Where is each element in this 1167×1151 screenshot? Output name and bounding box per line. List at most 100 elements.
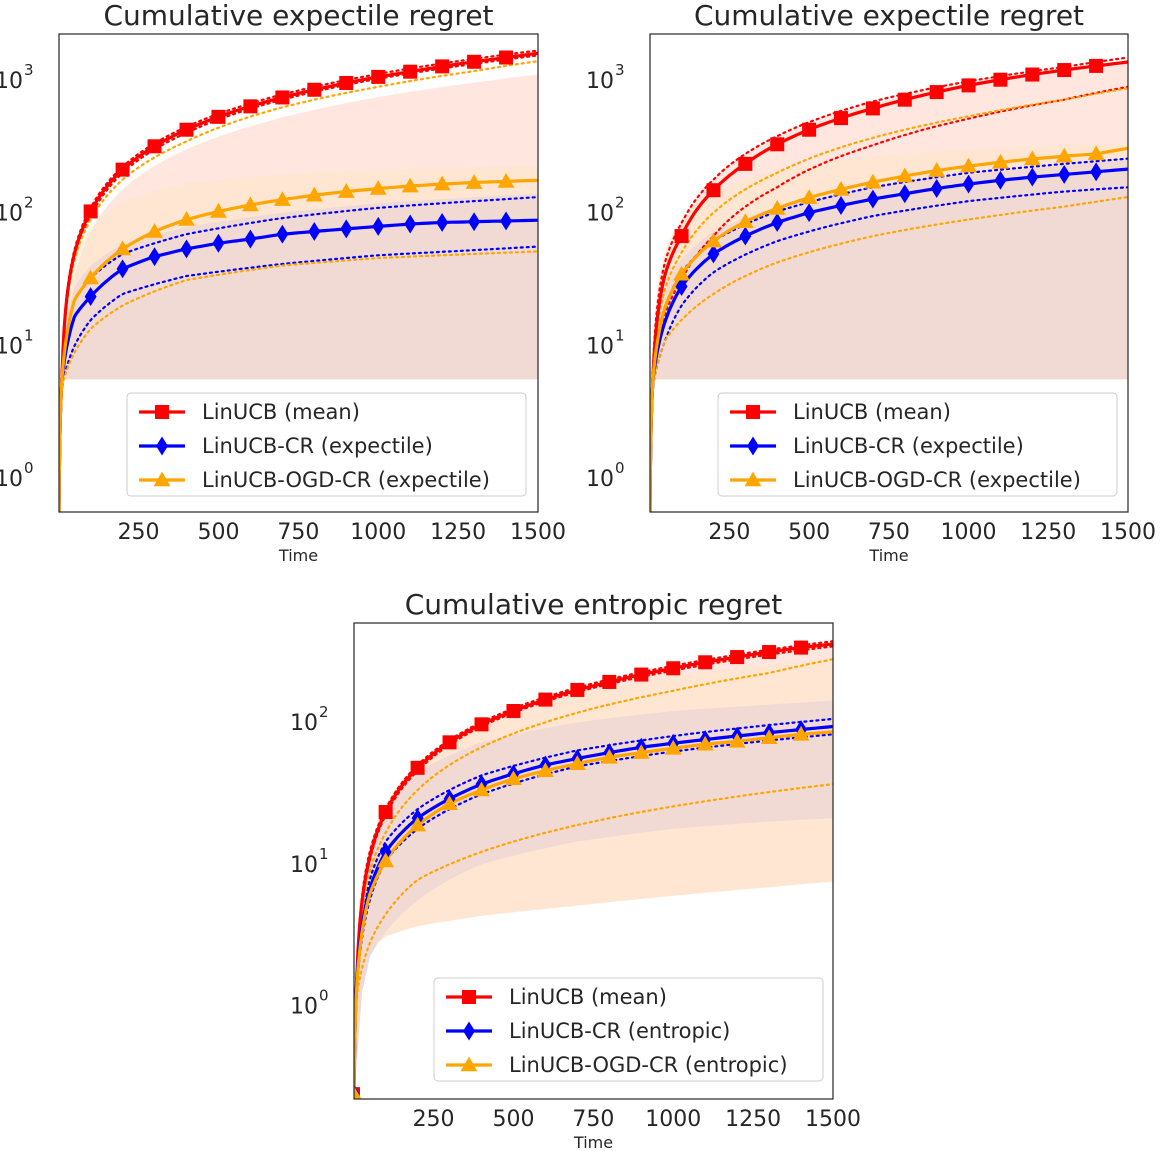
data-point xyxy=(706,183,721,198)
y-tick-exponent: 3 xyxy=(615,61,625,79)
y-tick-exponent: 2 xyxy=(319,703,329,721)
chart-2: Cumulative expectile regret 250 500 750 1000… xyxy=(586,0,1156,565)
data-point xyxy=(896,167,914,183)
y-tick-exponent: 2 xyxy=(24,194,34,212)
data-point xyxy=(929,85,944,100)
y-tick-label: 10 xyxy=(0,467,23,492)
x-tick-label: 1250 xyxy=(430,520,486,545)
bound-upper-3 xyxy=(59,59,538,512)
x-tick-label: 1250 xyxy=(725,1107,781,1132)
data-point xyxy=(770,137,785,152)
data-point xyxy=(307,82,322,97)
band-3 xyxy=(650,143,1128,380)
bound-lower-2 xyxy=(650,186,1128,512)
legend-marker xyxy=(463,1021,475,1041)
data-point xyxy=(499,50,514,65)
data-point xyxy=(730,650,745,665)
data-point xyxy=(500,211,512,231)
band-3 xyxy=(59,166,538,380)
legend-marker xyxy=(746,405,760,419)
x-tick-label: 250 xyxy=(118,520,160,545)
data-point xyxy=(148,247,161,267)
data-point xyxy=(834,111,849,126)
bound-upper-3 xyxy=(354,658,833,1095)
legend-entry: LinUCB-OGD-CR (expectile) xyxy=(793,468,1081,492)
chart-title: Cumulative expectile regret xyxy=(103,0,493,32)
legend-entry: LinUCB-OGD-CR (entropic) xyxy=(509,1053,788,1077)
data-point xyxy=(83,204,98,219)
data-point xyxy=(738,156,753,171)
legend-box xyxy=(433,977,824,1082)
data-point xyxy=(928,162,946,177)
data-point xyxy=(707,244,720,264)
data-point xyxy=(794,640,809,655)
legend: LinUCB (mean) LinUCB-CR (entropic) LinUCB-… xyxy=(433,977,824,1082)
x-tick-label: 1500 xyxy=(1100,520,1156,545)
legend: LinUCB (mean) LinUCB-CR (expectile) LinUCB… xyxy=(126,392,527,497)
legend-marker xyxy=(460,1056,478,1072)
data-point xyxy=(82,269,100,285)
data-point xyxy=(465,174,483,189)
data-point xyxy=(1055,147,1073,163)
data-point xyxy=(1057,63,1072,78)
data-point xyxy=(698,655,713,670)
x-tick-label: 1500 xyxy=(510,520,566,545)
data-point xyxy=(705,232,722,248)
legend-marker xyxy=(155,405,169,419)
data-point xyxy=(244,229,257,249)
data-point xyxy=(634,667,649,682)
data-point xyxy=(441,795,458,811)
bound-lower-2 xyxy=(59,245,538,512)
legend-box xyxy=(126,392,527,497)
plot-content xyxy=(354,640,833,1099)
x-axis-label: Time xyxy=(573,1133,613,1151)
data-point xyxy=(1025,67,1040,82)
data-point xyxy=(1023,150,1041,166)
y-tick-exponent: 0 xyxy=(24,459,34,477)
data-point xyxy=(308,222,321,241)
data-point xyxy=(771,213,784,232)
data-point xyxy=(864,173,882,189)
bound-upper-3 xyxy=(650,87,1128,512)
chart-title: Cumulative entropic regret xyxy=(405,588,783,621)
data-point xyxy=(736,213,754,229)
y-tick-exponent: 0 xyxy=(615,459,625,477)
data-point xyxy=(537,762,554,778)
x-tick-label: 500 xyxy=(788,520,830,545)
x-tick-label: 1500 xyxy=(805,1107,861,1132)
data-point xyxy=(378,804,393,819)
legend-box xyxy=(717,392,1118,497)
x-tick-label: 1250 xyxy=(1020,520,1076,545)
data-point xyxy=(1026,167,1039,187)
x-tick-label: 750 xyxy=(868,520,910,545)
y-tick-label: 10 xyxy=(0,334,23,359)
y-tick-exponent: 1 xyxy=(24,326,34,344)
data-point xyxy=(739,226,752,246)
chart-title: Cumulative expectile regret xyxy=(694,0,1084,32)
y-tick-exponent: 3 xyxy=(24,61,34,79)
data-point xyxy=(866,189,879,209)
data-point xyxy=(371,69,386,84)
band-3 xyxy=(354,659,833,1099)
data-point xyxy=(992,153,1009,169)
data-point xyxy=(337,183,355,198)
legend: LinUCB (mean) LinUCB-CR (expectile) LinUCB… xyxy=(717,392,1118,497)
legend-marker xyxy=(747,436,759,456)
y-tick-exponent: 0 xyxy=(319,987,329,1005)
data-point xyxy=(768,200,786,215)
x-axis-label: Time xyxy=(868,546,908,565)
data-point xyxy=(960,157,977,173)
data-point xyxy=(832,180,850,196)
data-point xyxy=(961,78,976,93)
x-axis-label: Time xyxy=(278,546,318,565)
data-point xyxy=(442,735,457,750)
data-point xyxy=(666,661,681,676)
data-point xyxy=(473,781,490,797)
data-point xyxy=(276,224,289,244)
legend-marker xyxy=(744,471,762,487)
x-tick-label: 500 xyxy=(492,1107,534,1132)
data-point xyxy=(210,203,227,218)
x-tick-label: 750 xyxy=(277,520,319,545)
legend-entry: LinUCB (mean) xyxy=(202,400,360,424)
data-point xyxy=(404,214,417,234)
